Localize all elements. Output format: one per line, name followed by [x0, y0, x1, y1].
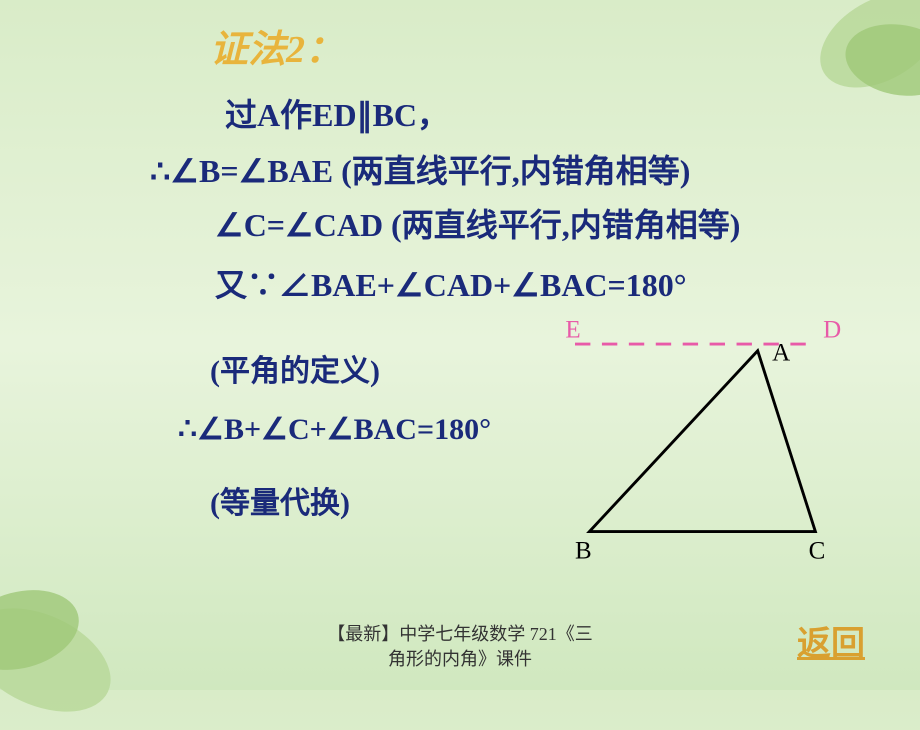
svg-text:A: A [772, 339, 790, 366]
return-button[interactable]: 返回 [797, 616, 865, 665]
footer-line-1: 【最新】中学七年级数学 721《三 [0, 622, 920, 647]
footer-line-2: 角形的内角》课件 [0, 647, 920, 672]
proof-step-4: 又∵∠BAE+∠CAD+∠BAC=180° [215, 260, 687, 306]
proof-step-1: 过A作ED∥BC， [225, 90, 449, 136]
proof-step-2: ∴∠B=∠BAE (两直线平行,内错角相等) [150, 146, 690, 192]
proof-step-7: (等量代换) [210, 478, 350, 522]
proof-step-3: ∠C=∠CAD (两直线平行,内错角相等) [215, 200, 740, 246]
triangle-diagram: E D A B C [530, 320, 870, 570]
proof-step-6: ∴∠B+∠C+∠BAC=180° [178, 412, 491, 447]
leaf-decoration-bottom [0, 510, 180, 730]
svg-text:B: B [575, 537, 592, 564]
svg-text:C: C [809, 537, 826, 564]
leaf-decoration-top [770, 0, 920, 150]
proof-title: 证法2： [210, 18, 343, 73]
svg-text:E: E [565, 320, 580, 343]
footer-text: 【最新】中学七年级数学 721《三 角形的内角》课件 [0, 622, 920, 672]
svg-text:D: D [823, 320, 841, 343]
proof-step-5: (平角的定义) [210, 346, 380, 390]
